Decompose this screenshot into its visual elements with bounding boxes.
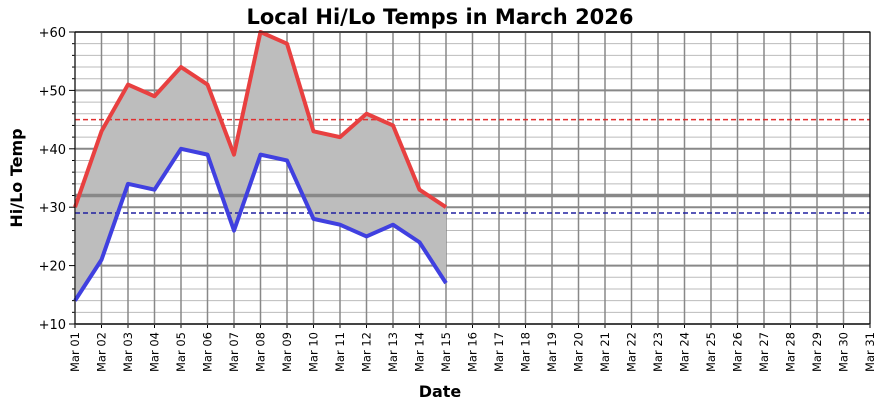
x-tick-label: Mar 21 xyxy=(598,332,612,372)
x-axis-label: Date xyxy=(419,382,462,400)
x-tick-label: Mar 29 xyxy=(810,332,824,372)
x-tick-label: Mar 25 xyxy=(704,332,718,372)
x-tick-label: Mar 14 xyxy=(413,332,427,372)
x-tick-label: Mar 17 xyxy=(492,332,506,372)
y-tick-label: +50 xyxy=(39,84,66,99)
x-tick-label: Mar 09 xyxy=(280,332,294,372)
x-tick-label: Mar 19 xyxy=(545,332,559,372)
x-tick-label: Mar 07 xyxy=(227,332,241,372)
x-tick-label: Mar 24 xyxy=(678,332,692,372)
x-tick-label: Mar 02 xyxy=(95,332,109,372)
y-tick-label: +40 xyxy=(39,143,66,158)
x-tick-label: Mar 18 xyxy=(519,332,533,372)
x-tick-label: Mar 13 xyxy=(386,332,400,372)
x-tick-label: Mar 28 xyxy=(784,332,798,372)
x-tick-label: Mar 22 xyxy=(625,332,639,372)
x-tick-label: Mar 03 xyxy=(121,332,135,372)
x-tick-label: Mar 04 xyxy=(148,332,162,372)
range-fill xyxy=(75,32,446,301)
x-tick-label: Mar 08 xyxy=(254,332,268,372)
x-tick-label: Mar 06 xyxy=(201,332,215,372)
x-tick-label: Mar 23 xyxy=(651,332,665,372)
plot-frame xyxy=(74,31,871,325)
x-tick-label: Mar 12 xyxy=(360,332,374,372)
x-tick-label: Mar 31 xyxy=(863,332,877,372)
x-tick-label: Mar 05 xyxy=(174,332,188,372)
x-tick-label: Mar 16 xyxy=(466,332,480,372)
y-axis-label: Hi/Lo Temp xyxy=(7,128,26,227)
y-tick-label: +30 xyxy=(39,201,66,216)
x-tick-label: Mar 11 xyxy=(333,332,347,372)
x-tick-label: Mar 10 xyxy=(307,332,321,372)
x-tick-label: Mar 20 xyxy=(572,332,586,372)
y-tick-label: +10 xyxy=(39,318,66,333)
chart-title: Local Hi/Lo Temps in March 2026 xyxy=(246,5,633,29)
y-tick-label: +20 xyxy=(39,260,66,275)
x-tick-label: Mar 15 xyxy=(439,332,453,372)
x-tick-label: Mar 30 xyxy=(837,332,851,372)
x-tick-label: Mar 26 xyxy=(731,332,745,372)
x-tick-label: Mar 27 xyxy=(757,332,771,372)
series-line xyxy=(73,146,448,302)
y-tick-label: +60 xyxy=(39,26,66,41)
x-tick-label: Mar 01 xyxy=(68,332,82,372)
